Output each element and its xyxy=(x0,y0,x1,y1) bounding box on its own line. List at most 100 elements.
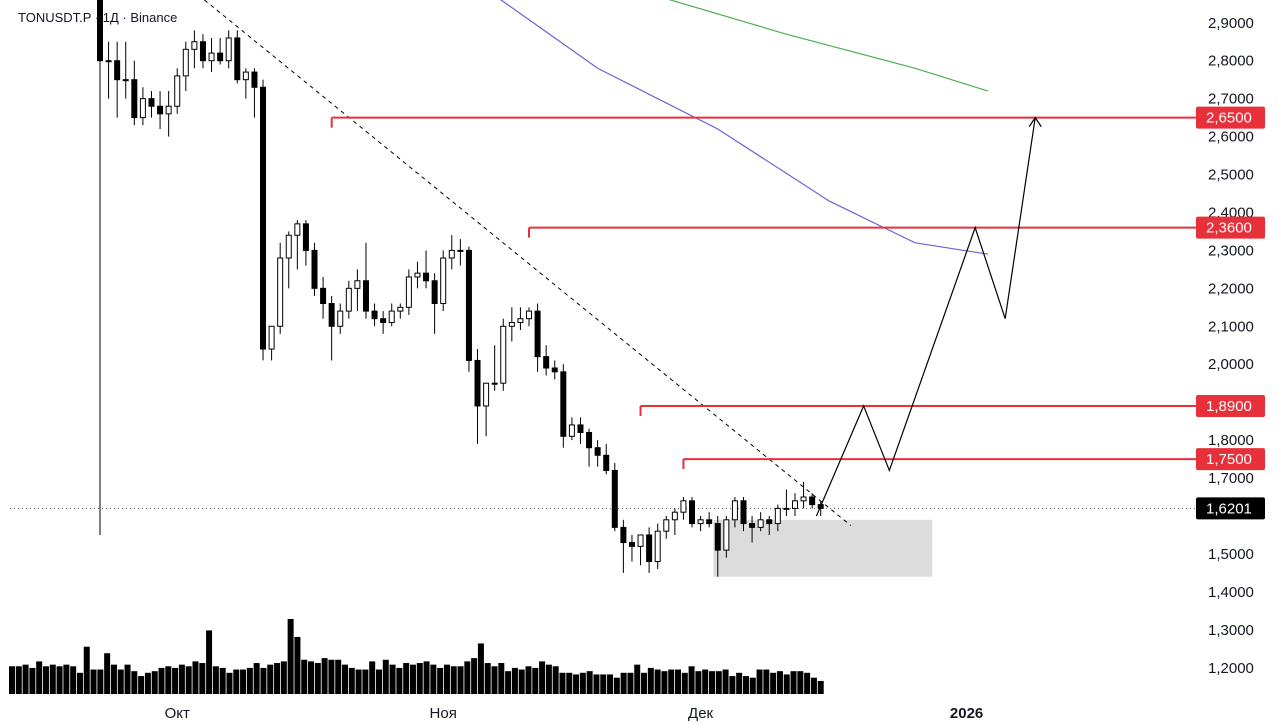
volume-bar xyxy=(620,672,627,694)
candle-body xyxy=(809,496,816,506)
candle xyxy=(260,79,267,361)
candle-body xyxy=(139,98,146,119)
volume-bar xyxy=(457,666,464,694)
candle-body xyxy=(174,75,181,107)
volume-bar xyxy=(253,663,260,694)
candle-body xyxy=(731,500,738,521)
candle xyxy=(706,512,713,528)
volume-bar xyxy=(36,661,43,694)
volume-bar xyxy=(613,677,620,694)
volume-bar xyxy=(566,672,573,694)
candle-body xyxy=(311,249,318,289)
volume-bar xyxy=(172,667,179,694)
candle xyxy=(199,34,206,69)
candle xyxy=(620,519,627,573)
volume-bar xyxy=(804,672,811,694)
candle xyxy=(757,512,764,532)
candles-layer xyxy=(97,0,824,577)
volume-bar xyxy=(70,666,77,694)
candle-body xyxy=(105,60,112,63)
candle xyxy=(97,0,103,535)
volume-bar xyxy=(158,667,165,694)
demand-zone-layer xyxy=(713,519,933,577)
candle-body xyxy=(294,223,301,236)
y-tick-label: 1,8000 xyxy=(1208,432,1254,449)
candle xyxy=(277,242,284,334)
volume-bar xyxy=(688,666,695,694)
candle-body xyxy=(697,519,704,525)
volume-bar xyxy=(226,672,233,694)
candle-body xyxy=(225,37,232,62)
candle xyxy=(714,515,721,577)
candle-body xyxy=(783,507,790,510)
volume-bar xyxy=(817,680,824,694)
candle xyxy=(131,60,138,126)
volume-bar xyxy=(233,669,240,694)
candle-body xyxy=(508,321,515,327)
candle-body xyxy=(431,280,438,305)
volume-bar xyxy=(287,619,294,694)
candle xyxy=(397,303,404,319)
candle xyxy=(174,68,181,114)
volume-bar xyxy=(267,664,274,694)
candle xyxy=(809,493,816,509)
volume-bar xyxy=(675,669,682,694)
level-badge-label: 2,3600 xyxy=(1206,220,1252,237)
candle xyxy=(697,515,704,532)
volume-bar xyxy=(634,664,641,694)
candle-body xyxy=(491,382,498,385)
volume-bar xyxy=(117,669,124,694)
volume-bar xyxy=(749,677,756,694)
volume-bar xyxy=(708,671,715,694)
candle-body xyxy=(234,37,241,81)
volume-bar xyxy=(776,671,783,694)
candle-body xyxy=(603,454,610,471)
candle xyxy=(311,242,318,296)
candle-body xyxy=(680,500,687,513)
volume-bar xyxy=(539,661,546,694)
candle xyxy=(637,534,644,566)
y-tick-label: 2,9000 xyxy=(1208,15,1254,32)
candle-body xyxy=(757,519,764,528)
candle-body xyxy=(337,310,344,327)
volume-bar xyxy=(328,659,335,694)
volume-bar xyxy=(246,667,253,694)
candle xyxy=(388,303,395,327)
volume-bar xyxy=(382,659,389,694)
candle-body xyxy=(440,257,447,305)
volume-bar xyxy=(260,667,267,694)
candle-body xyxy=(328,303,335,327)
level-badge-label: 2,6500 xyxy=(1206,110,1252,127)
volume-bar xyxy=(138,676,145,694)
demand-zone xyxy=(713,519,933,577)
volume-bar xyxy=(511,667,518,694)
volume-bar xyxy=(90,669,97,694)
volume-bar xyxy=(702,669,709,694)
candle-body xyxy=(423,272,430,282)
level-badge-label: 1,8900 xyxy=(1206,398,1252,415)
candle-body xyxy=(706,519,713,525)
candle xyxy=(483,382,490,437)
candle xyxy=(414,261,421,289)
candle-body xyxy=(586,432,593,449)
candle-body xyxy=(380,318,387,323)
candle xyxy=(791,493,798,516)
candle xyxy=(568,417,575,441)
volume-bar xyxy=(668,669,675,694)
volume-bar xyxy=(348,667,355,694)
y-tick-label: 2,0000 xyxy=(1208,356,1254,373)
level-1,7500 xyxy=(682,458,1196,470)
volume-bar xyxy=(681,672,688,694)
candle-body xyxy=(268,325,275,350)
volume-bar xyxy=(437,667,444,694)
volume-bar xyxy=(240,669,247,694)
volume-bar xyxy=(586,671,593,694)
volume-bar xyxy=(56,666,63,694)
volume-bar xyxy=(545,664,552,694)
volume-bar xyxy=(76,672,83,694)
candle-body xyxy=(251,71,258,88)
candle-body xyxy=(577,424,584,434)
candle xyxy=(337,303,344,334)
x-tick-label: Дек xyxy=(688,705,714,722)
